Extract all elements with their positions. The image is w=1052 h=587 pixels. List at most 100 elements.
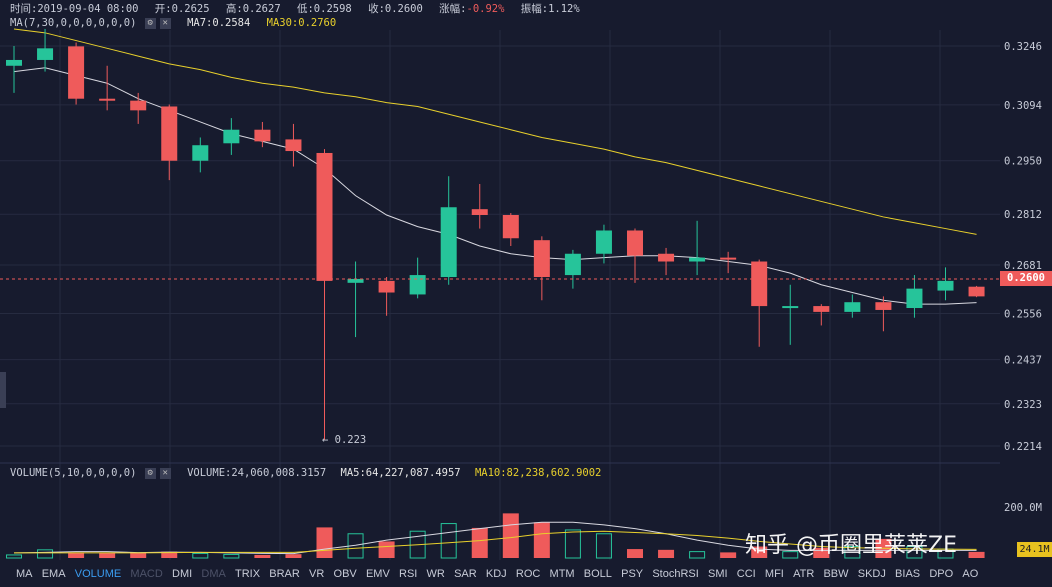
- candle-body: [844, 302, 861, 312]
- candle-body: [161, 106, 178, 161]
- indicator-tab-atr[interactable]: ATR: [793, 568, 815, 580]
- ma7-value: MA7:0.2584: [187, 17, 251, 29]
- time-label: 时间:2019-09-04 08:00: [10, 3, 139, 15]
- indicator-tab-cci[interactable]: CCI: [736, 568, 756, 580]
- candle-body: [937, 280, 954, 291]
- indicator-tab-obv[interactable]: OBV: [333, 568, 357, 580]
- volume-ma-lines: [13, 521, 977, 555]
- price-tick-label: 0.2950: [1004, 156, 1042, 168]
- close-label: 收:0.2600: [368, 3, 423, 15]
- candle-body: [316, 152, 333, 281]
- vol-ma10-path: [14, 530, 977, 554]
- candle-body: [409, 275, 426, 295]
- volume-bar: [161, 551, 178, 558]
- volume-bar: [316, 527, 333, 558]
- indicator-tab-smi[interactable]: SMI: [708, 568, 728, 580]
- indicator-tab-rsi[interactable]: RSI: [399, 568, 418, 580]
- candle-body: [627, 230, 643, 256]
- volume-bar: [689, 551, 706, 559]
- indicator-tab-vr[interactable]: VR: [309, 568, 325, 580]
- ma30-path: [13, 28, 977, 235]
- indicator-tab-bbw[interactable]: BBW: [823, 568, 849, 580]
- grid-lines: [0, 30, 1000, 560]
- candle-body: [533, 240, 550, 278]
- indicator-tab-mfi[interactable]: MFI: [764, 568, 784, 580]
- current-volume-tag: 24.1M: [1017, 542, 1052, 557]
- indicator-tab-macd[interactable]: MACD: [130, 568, 163, 580]
- candle-body: [720, 257, 737, 260]
- candle-body: [254, 129, 271, 142]
- indicator-tab-mtm[interactable]: MTM: [549, 568, 575, 580]
- volume-bar: [471, 527, 488, 558]
- candle-body: [782, 306, 799, 309]
- candle-body: [6, 59, 22, 66]
- candle-body: [471, 209, 488, 215]
- vol-ma5-value: MA5:64,227,087.4957: [340, 467, 461, 479]
- volume-axis: 200.0M: [1004, 502, 1042, 514]
- candle-body: [813, 306, 830, 312]
- ma30-line: [13, 28, 977, 235]
- indicator-tab-boll[interactable]: BOLL: [583, 568, 612, 580]
- indicator-tab-wr[interactable]: WR: [426, 568, 445, 580]
- close-icon[interactable]: ✕: [159, 17, 171, 29]
- indicator-tab-ma[interactable]: MA: [16, 568, 33, 580]
- vol-ma10-value: MA10:82,238,602.9002: [474, 467, 602, 479]
- candle-body: [440, 207, 457, 278]
- price-tick-label: 0.2812: [1004, 209, 1042, 221]
- volume-bar: [130, 552, 147, 558]
- volume-bar: [68, 552, 85, 558]
- indicator-tab-ao[interactable]: AO: [962, 568, 979, 580]
- high-label: 高:0.2627: [225, 3, 281, 15]
- indicator-tab-roc[interactable]: ROC: [515, 568, 541, 580]
- indicator-tab-sar[interactable]: SAR: [454, 568, 477, 580]
- close-icon[interactable]: ✕: [159, 467, 171, 479]
- volume-params-label: VOLUME(5,10,0,0,0,0): [10, 467, 137, 479]
- price-tick-label: 0.3246: [1004, 41, 1042, 53]
- volume-bar: [192, 552, 209, 559]
- open-label: 开:0.2625: [154, 3, 210, 15]
- volume-bar: [223, 553, 240, 559]
- collapse-handle[interactable]: [0, 372, 6, 408]
- indicator-tab-skdj[interactable]: SKDJ: [857, 568, 886, 580]
- candle-body: [564, 253, 581, 276]
- indicator-tab-dpo[interactable]: DPO: [929, 568, 954, 580]
- current-price-tag: 0.2600: [1000, 271, 1052, 286]
- volume-bar: [440, 523, 457, 559]
- indicator-tab-ema[interactable]: EMA: [41, 568, 66, 580]
- settings-icon[interactable]: ⚙: [144, 467, 156, 479]
- indicator-tab-bias[interactable]: BIAS: [895, 568, 921, 580]
- price-tick-label: 0.2323: [1004, 399, 1042, 411]
- candlestick-series: [6, 28, 985, 440]
- volume-bar: [502, 513, 519, 558]
- volume-value: VOLUME:24,060,008.3157: [187, 467, 327, 479]
- indicator-tab-psy[interactable]: PSY: [621, 568, 644, 580]
- candle-body: [378, 280, 395, 293]
- indicator-tab-trix[interactable]: TRIX: [235, 568, 261, 580]
- price-axis: 0.3246 0.3094 0.2950 0.2812 0.2681 0.2556 0.24…: [1004, 41, 1042, 453]
- indicator-tab-stochrsi[interactable]: StochRSI: [652, 568, 699, 580]
- price-tick-label: 0.2214: [1004, 441, 1042, 453]
- volume-bar: [813, 547, 830, 558]
- low-label: 低:0.2598: [296, 3, 352, 15]
- candle-body: [689, 257, 706, 262]
- indicator-tab-dma[interactable]: DMA: [201, 568, 226, 580]
- indicator-tab-kdj[interactable]: KDJ: [485, 568, 507, 580]
- candle-body: [595, 230, 612, 254]
- volume-bar: [906, 546, 923, 559]
- candle-body: [906, 288, 923, 309]
- settings-icon[interactable]: ⚙: [144, 17, 156, 29]
- volume-bar: [595, 533, 612, 559]
- low-marker: ← 0.223: [322, 434, 366, 446]
- indicator-tab-dmi[interactable]: DMI: [172, 568, 193, 580]
- volume-bar: [658, 549, 675, 558]
- indicator-tab-brar[interactable]: BRAR: [269, 568, 300, 580]
- price-tick-label: 0.2681: [1004, 260, 1042, 272]
- volume-legend: VOLUME(5,10,0,0,0,0) ⚙ ✕ VOLUME:24,060,00…: [10, 467, 601, 479]
- candle-body: [658, 253, 675, 262]
- ma-legend: MA(7,30,0,0,0,0,0,0) ⚙ ✕ MA7:0.2584 MA30:…: [10, 17, 336, 29]
- indicator-tab-volume[interactable]: VOLUME: [74, 568, 122, 580]
- volume-bar: [285, 554, 302, 558]
- indicator-tab-emv[interactable]: EMV: [365, 568, 390, 580]
- candle-body: [502, 214, 519, 239]
